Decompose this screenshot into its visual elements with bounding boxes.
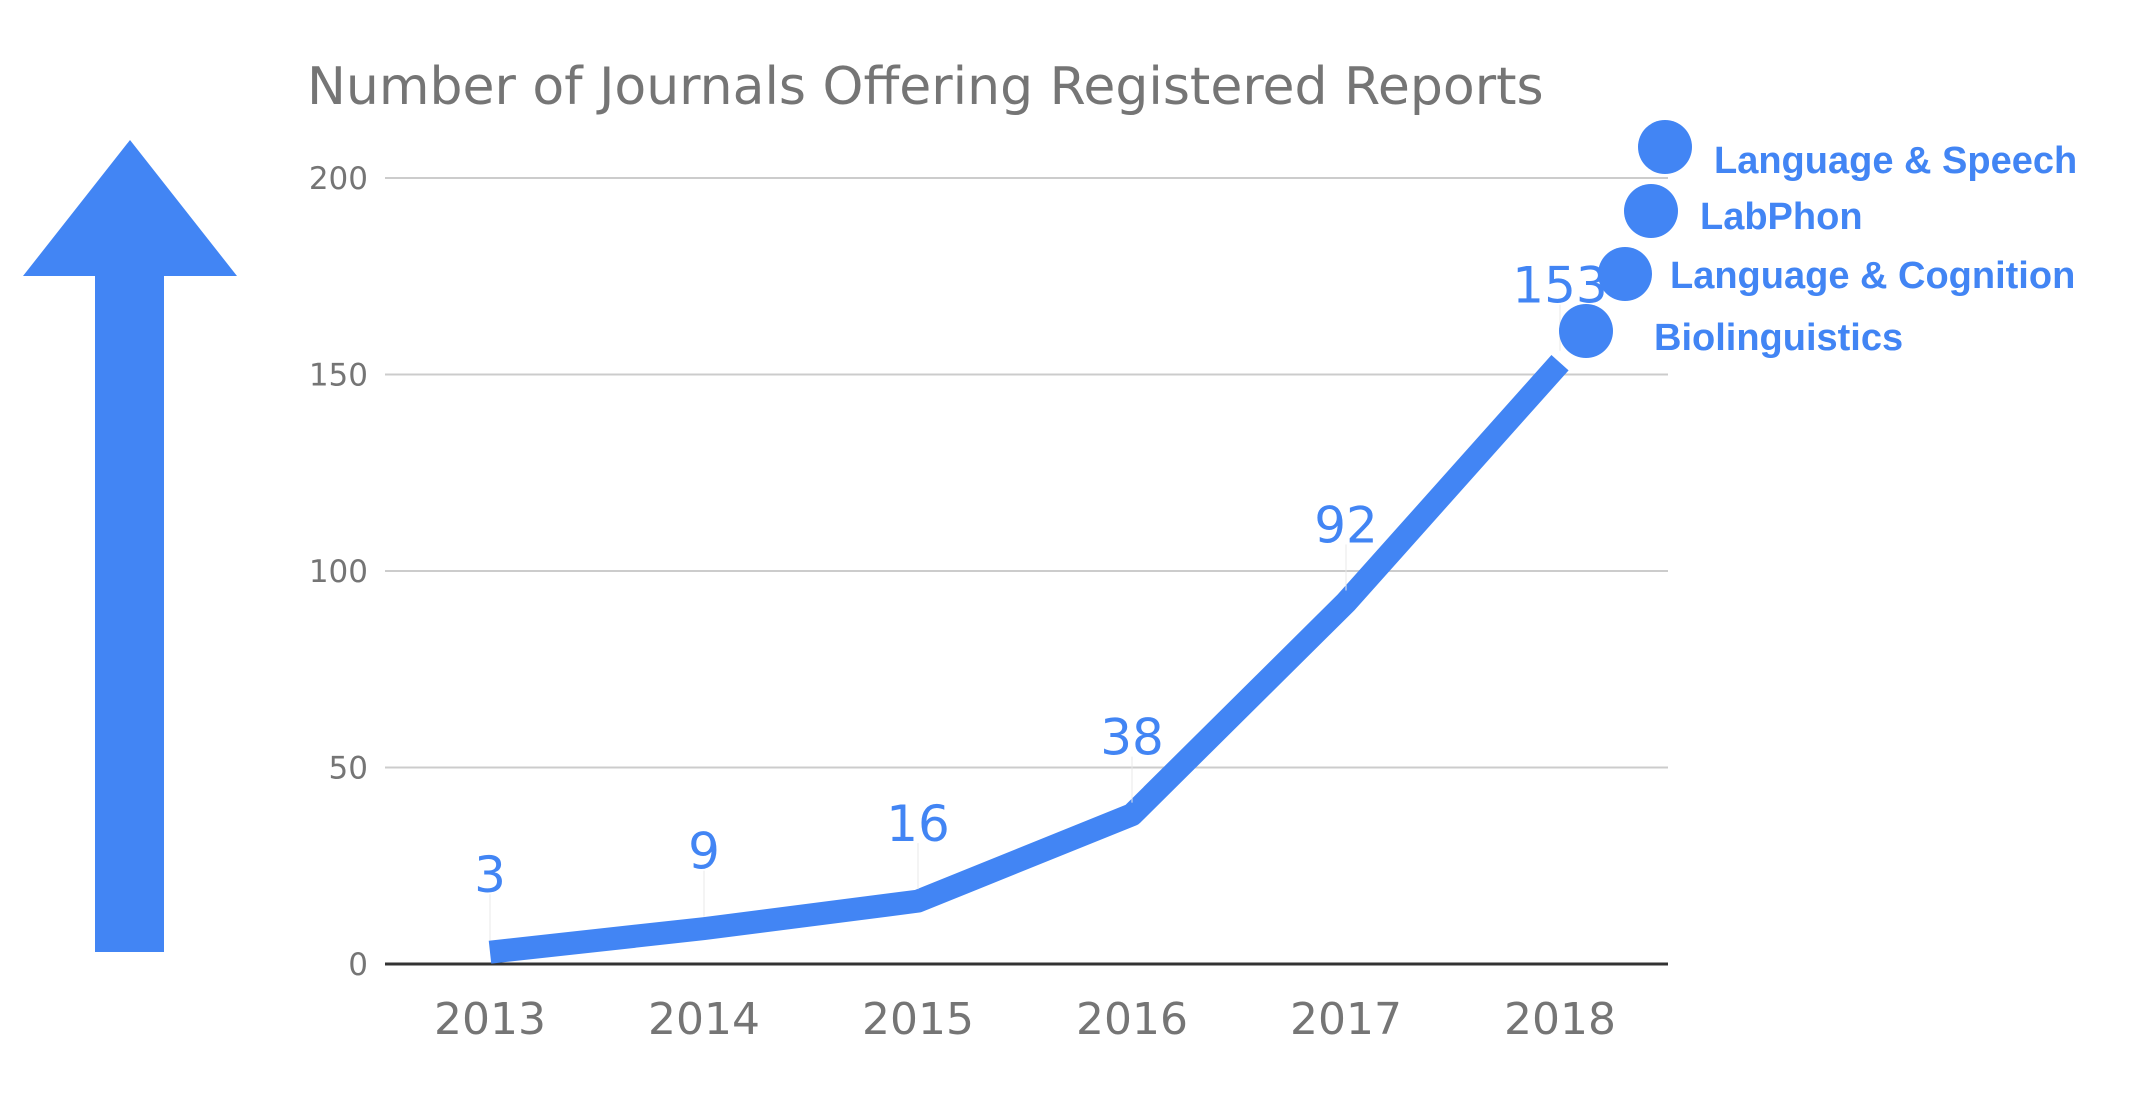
y-axis-tick-labels: 0 50 100 150 200 — [309, 161, 368, 983]
data-label: 16 — [886, 795, 950, 853]
gridlines — [385, 177, 1668, 769]
data-label: 3 — [474, 846, 506, 904]
series-line — [488, 355, 1569, 964]
annotation-dot — [1638, 120, 1692, 174]
x-tick-label: 2013 — [434, 994, 546, 1045]
x-axis-tick-labels: 2013 2014 2015 2016 2017 2018 — [434, 994, 1616, 1045]
series-layer — [488, 304, 1569, 964]
x-tick-label: 2015 — [862, 994, 974, 1045]
annotation-label: Language & Speech — [1714, 140, 2077, 182]
x-tick-label: 2018 — [1504, 994, 1616, 1045]
y-tick-label: 0 — [348, 947, 368, 983]
chart-title: Number of Journals Offering Registered R… — [307, 57, 1544, 117]
up-arrow-icon — [23, 140, 237, 952]
annotation-dot — [1598, 247, 1652, 301]
y-tick-label: 100 — [309, 554, 368, 590]
annotation-dot — [1624, 184, 1678, 238]
annotation-label: LabPhon — [1700, 196, 1863, 238]
annotation-label: Biolinguistics — [1654, 317, 1903, 359]
y-tick-label: 150 — [309, 358, 368, 394]
data-label: 38 — [1100, 709, 1164, 767]
y-tick-label: 200 — [309, 161, 368, 197]
y-tick-label: 50 — [329, 751, 368, 787]
annotation-label: Language & Cognition — [1670, 255, 2075, 297]
data-label: 9 — [688, 823, 720, 881]
x-tick-label: 2014 — [648, 994, 760, 1045]
x-tick-label: 2017 — [1290, 994, 1402, 1045]
data-label: 92 — [1314, 496, 1378, 554]
x-tick-label: 2016 — [1076, 994, 1188, 1045]
annotation-dot — [1559, 304, 1613, 358]
journal-annotations: Language & Speech LabPhon Language & Cogni… — [1559, 120, 2077, 359]
